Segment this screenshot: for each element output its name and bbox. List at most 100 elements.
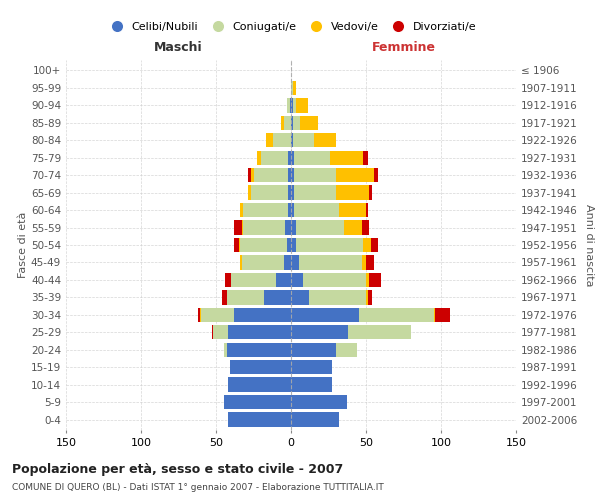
Bar bbox=[296, 98, 308, 112]
Bar bbox=[284, 116, 291, 130]
Bar bbox=[257, 150, 261, 165]
Bar bbox=[223, 342, 227, 357]
Bar bbox=[198, 308, 199, 322]
Bar bbox=[228, 378, 291, 392]
Bar bbox=[291, 308, 359, 322]
Text: Popolazione per età, sesso e stato civile - 2007: Popolazione per età, sesso e stato civil… bbox=[12, 462, 343, 475]
Bar bbox=[291, 256, 299, 270]
Bar bbox=[336, 168, 373, 182]
Bar bbox=[290, 98, 291, 112]
Bar bbox=[291, 98, 293, 112]
Bar bbox=[265, 133, 273, 148]
Bar bbox=[291, 412, 339, 426]
Bar bbox=[314, 133, 336, 148]
Bar bbox=[276, 273, 291, 287]
Bar bbox=[201, 308, 234, 322]
Bar bbox=[299, 256, 361, 270]
Bar bbox=[339, 203, 366, 217]
Bar bbox=[231, 273, 276, 287]
Bar bbox=[240, 256, 241, 270]
Bar bbox=[241, 220, 243, 234]
Bar bbox=[240, 238, 287, 252]
Bar bbox=[261, 150, 288, 165]
Bar bbox=[288, 150, 291, 165]
Bar bbox=[363, 238, 371, 252]
Bar bbox=[287, 98, 290, 112]
Bar bbox=[285, 220, 291, 234]
Bar bbox=[287, 238, 291, 252]
Bar bbox=[330, 150, 363, 165]
Bar bbox=[234, 220, 241, 234]
Bar bbox=[291, 220, 296, 234]
Bar bbox=[359, 308, 433, 322]
Text: COMUNE DI QUERO (BL) - Dati ISTAT 1° gennaio 2007 - Elaborazione TUTTITALIA.IT: COMUNE DI QUERO (BL) - Dati ISTAT 1° gen… bbox=[12, 482, 384, 492]
Bar bbox=[435, 308, 450, 322]
Bar bbox=[288, 168, 291, 182]
Bar bbox=[228, 325, 291, 340]
Bar bbox=[336, 342, 357, 357]
Bar bbox=[293, 116, 300, 130]
Text: Femmine: Femmine bbox=[371, 41, 436, 54]
Bar bbox=[348, 325, 411, 340]
Bar bbox=[294, 203, 339, 217]
Bar bbox=[291, 378, 331, 392]
Bar bbox=[199, 308, 201, 322]
Bar bbox=[309, 290, 366, 304]
Bar bbox=[296, 220, 343, 234]
Bar bbox=[361, 256, 366, 270]
Bar bbox=[291, 116, 293, 130]
Legend: Celibi/Nubili, Coniugati/e, Vedovi/e, Divorziati/e: Celibi/Nubili, Coniugati/e, Vedovi/e, Di… bbox=[101, 18, 481, 36]
Bar bbox=[234, 238, 239, 252]
Bar bbox=[293, 98, 296, 112]
Bar bbox=[291, 273, 303, 287]
Bar bbox=[336, 186, 369, 200]
Bar bbox=[361, 220, 369, 234]
Bar bbox=[248, 168, 251, 182]
Bar bbox=[291, 203, 294, 217]
Bar bbox=[281, 116, 284, 130]
Bar bbox=[291, 168, 294, 182]
Bar bbox=[291, 360, 331, 374]
Bar bbox=[366, 203, 367, 217]
Bar bbox=[291, 81, 293, 95]
Bar bbox=[294, 168, 336, 182]
Bar bbox=[227, 342, 291, 357]
Bar bbox=[369, 186, 372, 200]
Bar bbox=[373, 168, 378, 182]
Bar bbox=[241, 256, 284, 270]
Bar bbox=[273, 133, 291, 148]
Bar bbox=[251, 168, 254, 182]
Bar bbox=[291, 342, 336, 357]
Bar bbox=[366, 273, 369, 287]
Bar bbox=[228, 412, 291, 426]
Text: Maschi: Maschi bbox=[154, 41, 203, 54]
Bar bbox=[293, 81, 296, 95]
Bar bbox=[239, 238, 240, 252]
Bar bbox=[293, 133, 314, 148]
Bar bbox=[291, 133, 293, 148]
Bar bbox=[223, 395, 291, 409]
Bar bbox=[294, 150, 330, 165]
Bar bbox=[225, 273, 231, 287]
Bar bbox=[264, 290, 291, 304]
Bar bbox=[303, 273, 366, 287]
Bar bbox=[363, 150, 367, 165]
Bar bbox=[243, 203, 288, 217]
Bar bbox=[234, 308, 291, 322]
Bar bbox=[212, 325, 213, 340]
Bar bbox=[227, 290, 264, 304]
Bar bbox=[288, 186, 291, 200]
Bar bbox=[369, 273, 381, 287]
Bar bbox=[229, 360, 291, 374]
Bar bbox=[366, 290, 367, 304]
Bar bbox=[433, 308, 435, 322]
Bar bbox=[251, 186, 288, 200]
Bar bbox=[291, 186, 294, 200]
Bar bbox=[291, 395, 347, 409]
Bar bbox=[291, 238, 296, 252]
Bar bbox=[371, 238, 378, 252]
Bar bbox=[243, 220, 285, 234]
Bar bbox=[254, 168, 288, 182]
Bar bbox=[343, 220, 361, 234]
Bar bbox=[291, 325, 348, 340]
